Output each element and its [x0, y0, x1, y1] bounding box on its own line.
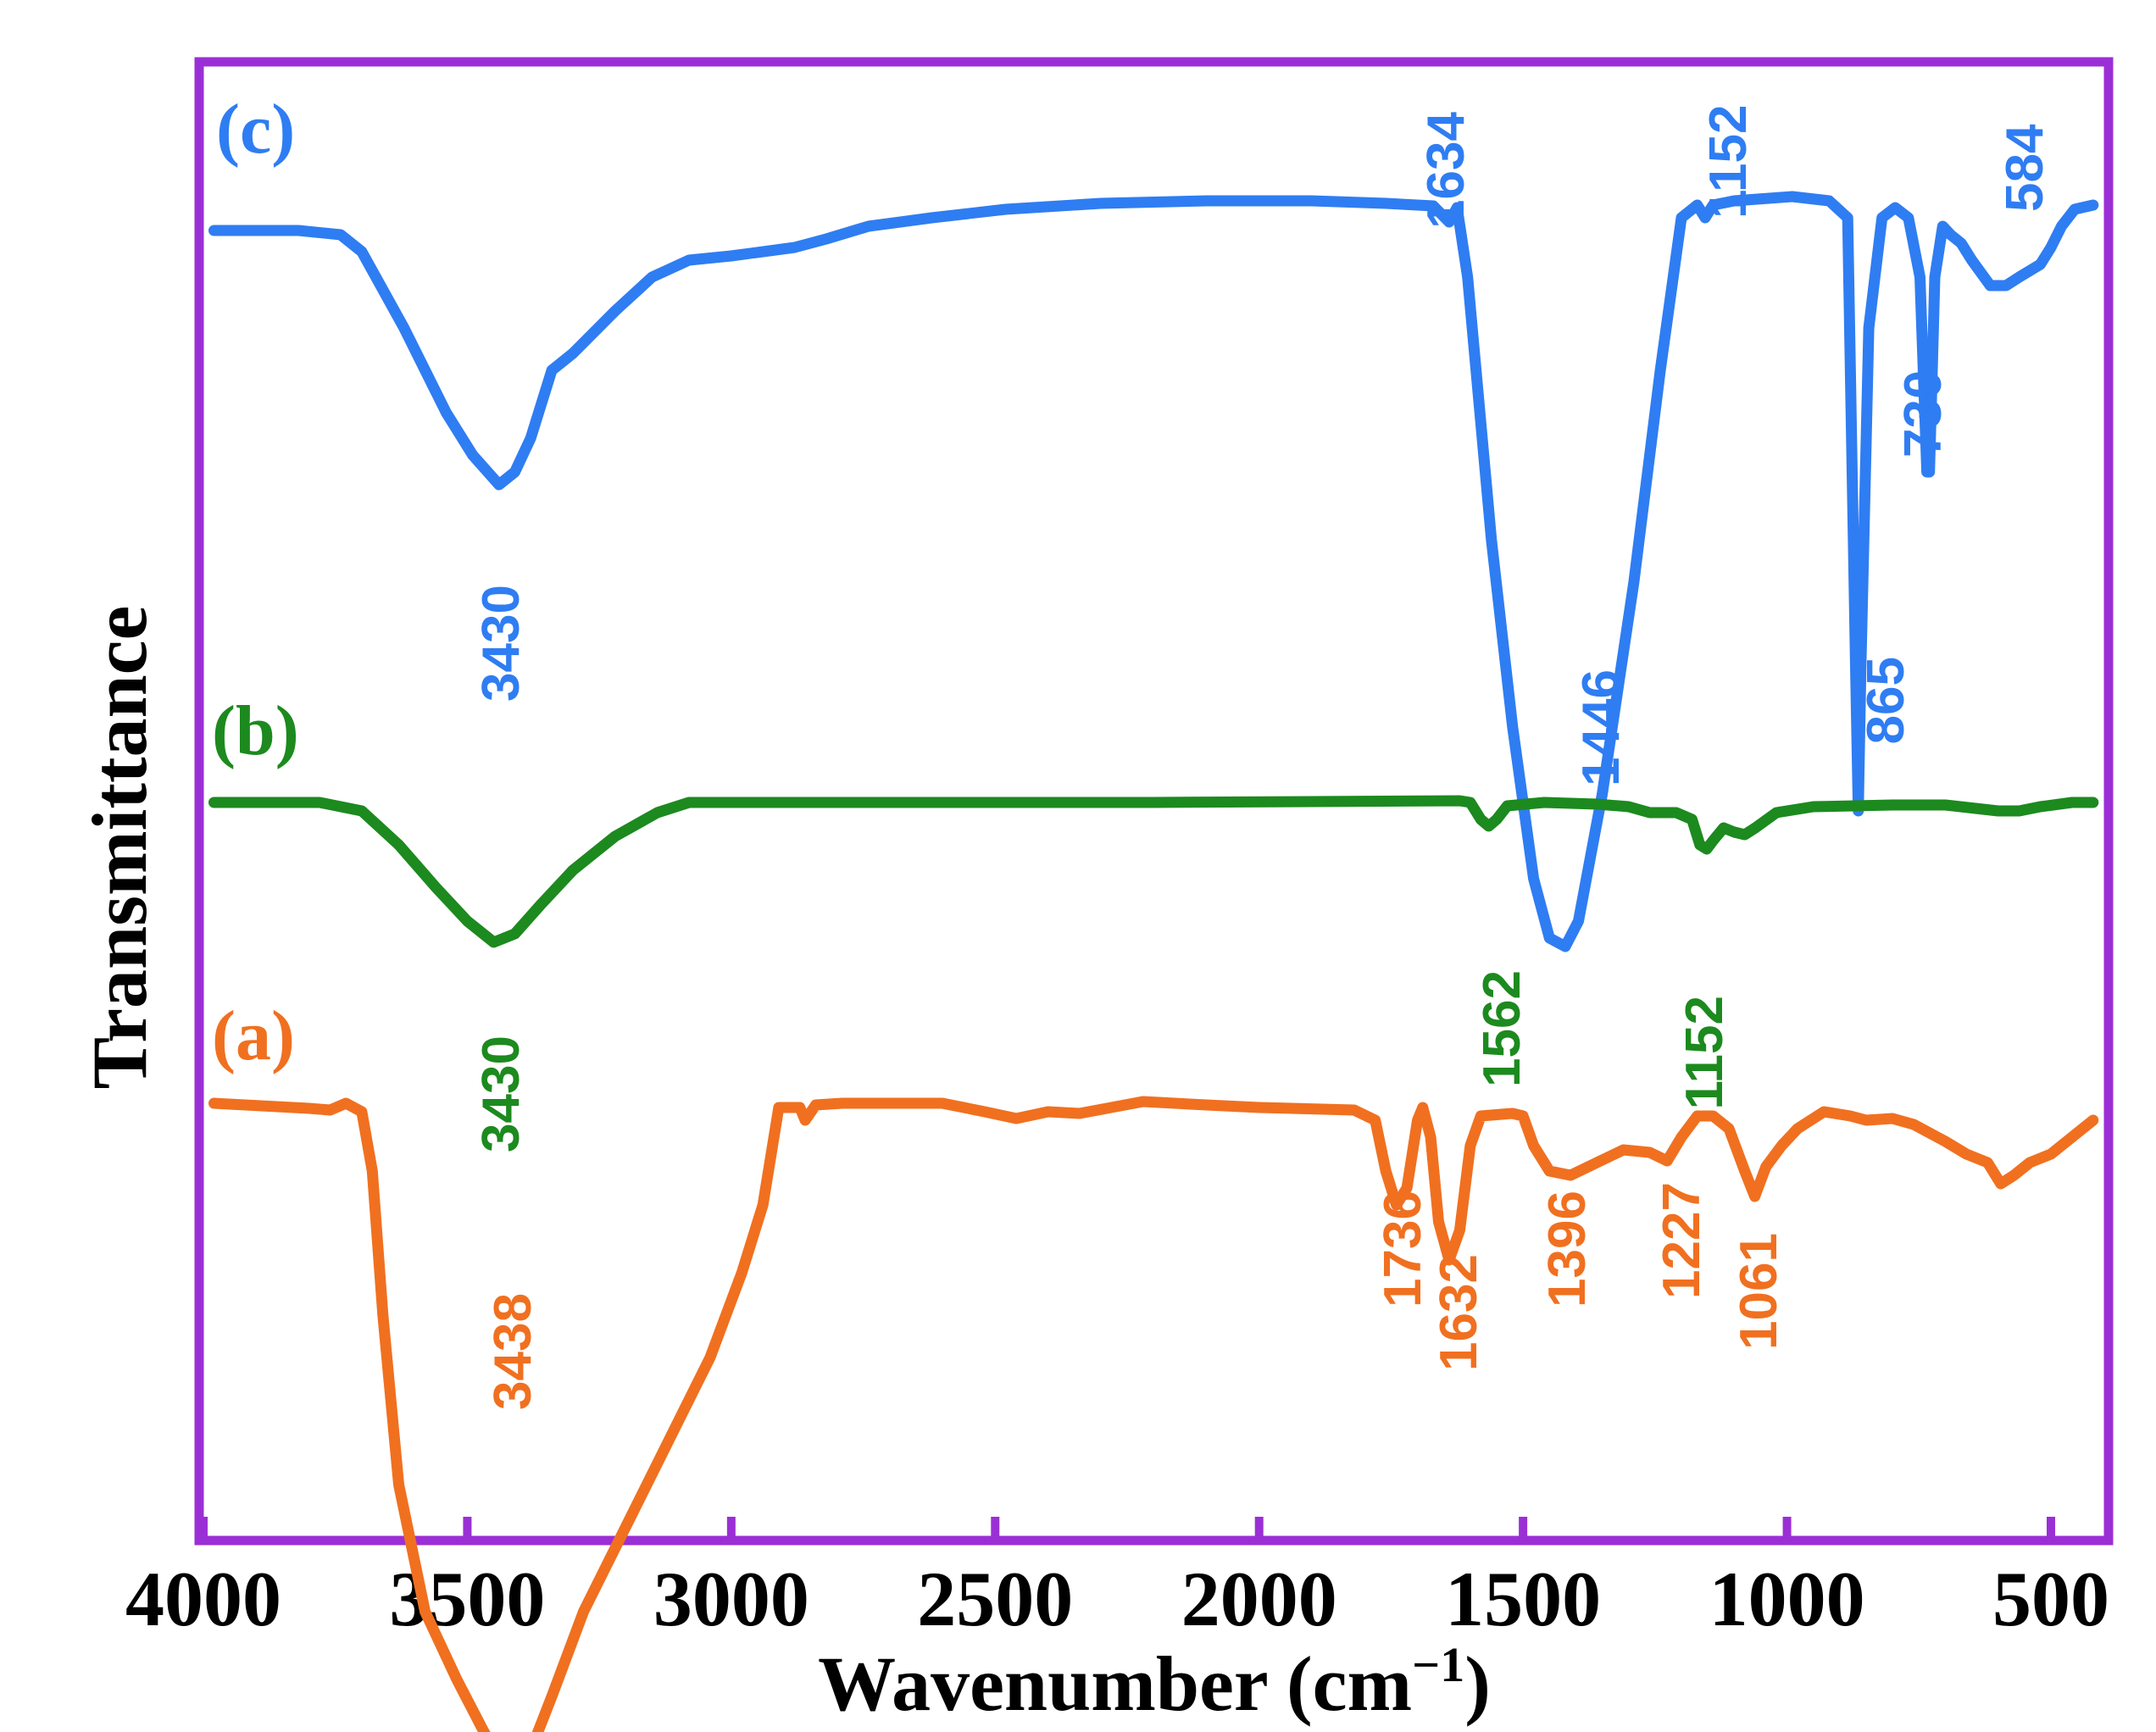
series-line-c: [208, 191, 2099, 952]
series-label-a: (a): [212, 996, 295, 1075]
x-tick-label-2500: 2500: [917, 1556, 1073, 1642]
peak-label-a-1227: 1227: [1653, 1182, 1711, 1299]
x-tick-label-3000: 3000: [653, 1556, 809, 1642]
series-label-b: (b): [212, 691, 299, 770]
x-tick-label-2000: 2000: [1181, 1556, 1337, 1642]
series-line-a: [208, 1096, 2099, 1732]
series-traces: [208, 191, 2099, 1732]
peak-label-c-584: 584: [1996, 124, 2054, 212]
peak-annotations: 3430 1634 1446 1152 865 730 584 3430 1562 1152 343…: [472, 104, 2054, 1409]
x-tick-label-1500: 1500: [1445, 1556, 1601, 1642]
x-tick-label-1000: 1000: [1709, 1556, 1865, 1642]
peak-label-a-1632: 1632: [1430, 1254, 1488, 1371]
series-line-b: [208, 795, 2099, 948]
peak-label-c-3430: 3430: [472, 585, 531, 702]
x-tick-label-500: 500: [1992, 1556, 2109, 1642]
peak-label-c-1446: 1446: [1572, 669, 1631, 786]
x-axis-title-close: ): [1464, 1640, 1491, 1727]
peak-label-a-3438: 3438: [484, 1293, 542, 1410]
peak-label-a-1396: 1396: [1538, 1191, 1597, 1307]
series-labels: (c) (b) (a): [212, 90, 299, 1075]
peak-label-c-730: 730: [1894, 370, 1953, 458]
x-axis-title-sup: −1: [1412, 1637, 1464, 1692]
x-tick-label-4000: 4000: [125, 1556, 281, 1642]
peak-label-c-865: 865: [1857, 657, 1915, 744]
peak-label-b-1562: 1562: [1473, 970, 1531, 1087]
x-axis-title: Wavenumber (cm−1): [818, 1637, 1491, 1727]
x-axis-title-text: Wavenumber (cm: [818, 1640, 1412, 1727]
peak-label-b-3430: 3430: [472, 1035, 531, 1152]
peak-label-a-1061: 1061: [1730, 1233, 1788, 1350]
series-label-c: (c): [216, 90, 295, 169]
peak-label-a-1736: 1736: [1374, 1191, 1432, 1307]
y-axis-title: Transmittance: [76, 606, 163, 1090]
peak-label-b-1152: 1152: [1675, 996, 1734, 1110]
peak-label-c-1634: 1634: [1417, 112, 1475, 229]
peak-label-c-1152: 1152: [1699, 104, 1758, 219]
x-axis-ticks: [199, 1517, 2055, 1540]
plot-frame: [194, 57, 2114, 1546]
